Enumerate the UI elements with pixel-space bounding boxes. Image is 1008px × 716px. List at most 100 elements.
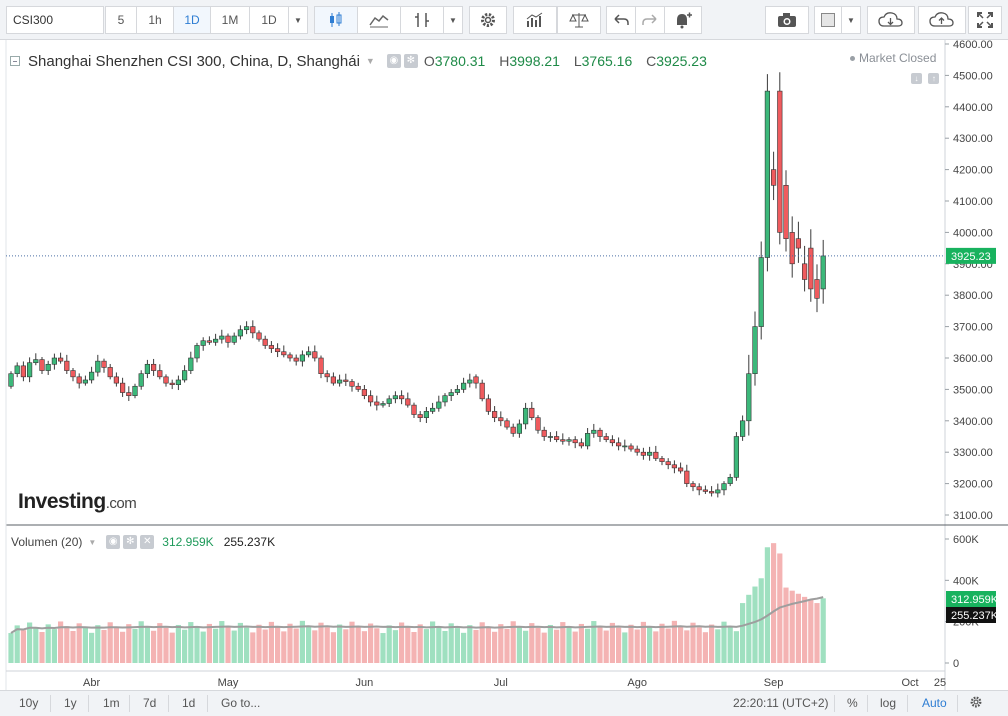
chevron-down-icon: ▼ [294, 15, 302, 25]
studies-button[interactable] [513, 6, 557, 34]
close-icon[interactable]: ✕ [140, 535, 155, 549]
collapse-icon[interactable] [10, 56, 20, 66]
redo-button[interactable] [635, 6, 665, 34]
alert-button[interactable] [664, 6, 702, 34]
candle-up [51, 357, 57, 365]
candle-up [336, 379, 343, 384]
candle-down [479, 382, 485, 400]
settings-button[interactable] [469, 6, 507, 34]
clock-timezone[interactable]: 22:20:11 (UTC+2) [733, 696, 829, 710]
volume-bar [591, 621, 597, 663]
candle-down [349, 381, 355, 387]
candle-down [541, 429, 547, 437]
theme-dropdown[interactable]: ▼ [841, 6, 861, 34]
volume-bar [746, 594, 752, 663]
candle-down [510, 426, 516, 434]
range-1d-button[interactable]: 1d [182, 696, 196, 710]
gear-icon[interactable]: ✻ [123, 535, 138, 549]
chart-bars-icon [526, 12, 543, 27]
area-style-button[interactable] [357, 6, 401, 34]
auto-toggle[interactable]: Auto [922, 696, 947, 710]
redo-icon [642, 14, 657, 25]
candle-down [578, 442, 584, 447]
volume-bar [665, 628, 671, 663]
volume-bar [740, 603, 746, 663]
price-tick-label: 4200.00 [953, 165, 993, 177]
candle-down [814, 279, 820, 299]
range-1m-button[interactable]: 1m [103, 696, 120, 710]
volume-bar [219, 621, 225, 663]
candle-down [57, 357, 64, 362]
interval-1m-button[interactable]: 1M [210, 6, 250, 34]
load-chart-button[interactable] [867, 6, 915, 34]
indicators-button[interactable] [400, 6, 444, 34]
screenshot-button[interactable] [765, 6, 809, 34]
volume-bar [678, 625, 684, 663]
candles-series [8, 72, 826, 498]
candle-down [795, 238, 801, 249]
volume-bar [690, 622, 696, 663]
volume-bar [64, 626, 70, 663]
volume-tick-label: 600K [953, 534, 979, 546]
volume-bar [628, 624, 634, 663]
compare-button[interactable] [557, 6, 601, 34]
interval-custom-button[interactable]: 1D [249, 6, 289, 34]
range-7d-button[interactable]: 7d [143, 696, 157, 710]
volume-legend: Volumen (20) ▼ ◉ ✻ ✕ 312.959K 255.237K [11, 535, 275, 549]
log-toggle[interactable]: log [880, 696, 897, 710]
candle-up [436, 401, 442, 409]
candle-down [553, 436, 560, 440]
range-1y-button[interactable]: 1y [64, 696, 77, 710]
candle-up [144, 363, 151, 374]
status-dot-icon [850, 56, 855, 62]
time-axis: Abr May Jun Jul Ago Sep Oct 25 [83, 677, 946, 689]
chevron-down-icon[interactable]: ▼ [365, 56, 375, 66]
interval-1d-button[interactable]: 1D [173, 6, 211, 34]
price-tick-label: 3600.00 [953, 353, 993, 365]
save-chart-button[interactable] [918, 6, 966, 34]
arrow-down-icon[interactable]: ↓ [911, 73, 922, 84]
volume-bar [473, 629, 479, 663]
symbol-search-input[interactable]: CSI300 [6, 6, 104, 34]
price-tick-label: 3300.00 [953, 447, 993, 459]
gear-icon[interactable] [969, 695, 983, 712]
fullscreen-button[interactable] [968, 6, 1002, 34]
candle-down [411, 404, 417, 415]
volume-bar [516, 626, 522, 663]
bell-plus-icon [677, 12, 692, 29]
candle-down [281, 351, 287, 356]
interval-dropdown[interactable]: ▼ [288, 6, 308, 34]
volume-bar [343, 629, 349, 663]
volume-bar [814, 603, 820, 663]
arrow-up-icon[interactable]: ↑ [928, 73, 940, 84]
gear-icon[interactable]: ✻ [403, 54, 418, 68]
style-dropdown[interactable]: ▼ [443, 6, 463, 34]
bars-icon [415, 13, 429, 27]
volume-bar [535, 627, 541, 663]
range-10y-button[interactable]: 10y [19, 696, 39, 710]
candle-down [343, 379, 349, 382]
chevron-down-icon[interactable]: ▼ [88, 537, 97, 547]
candle-up [460, 382, 467, 390]
volume-bar [386, 625, 392, 663]
eye-icon[interactable]: ◉ [106, 535, 121, 549]
color-theme-button[interactable] [814, 6, 842, 34]
percent-toggle[interactable]: % [847, 696, 858, 710]
price-chart[interactable]: 3100.00 3200.00 3300.00 3400.00 3500.00 3600.… [0, 0, 1008, 690]
candle-down [107, 367, 113, 378]
candle-down [628, 445, 634, 450]
candle-up [448, 392, 454, 396]
volume-bar [504, 628, 510, 663]
volume-bar [820, 598, 826, 663]
eye-icon[interactable]: ◉ [386, 54, 401, 68]
candle-down [274, 348, 281, 353]
volume-bar [647, 626, 653, 663]
volume-bar [541, 632, 547, 663]
volume-bar [733, 631, 739, 663]
time-axis-label: Jul [494, 677, 508, 689]
candle-down [485, 398, 492, 412]
goto-button[interactable]: Go to... [221, 696, 261, 710]
candle-up [752, 326, 758, 375]
time-axis-label: Abr [83, 677, 100, 689]
candle-up [14, 365, 20, 375]
